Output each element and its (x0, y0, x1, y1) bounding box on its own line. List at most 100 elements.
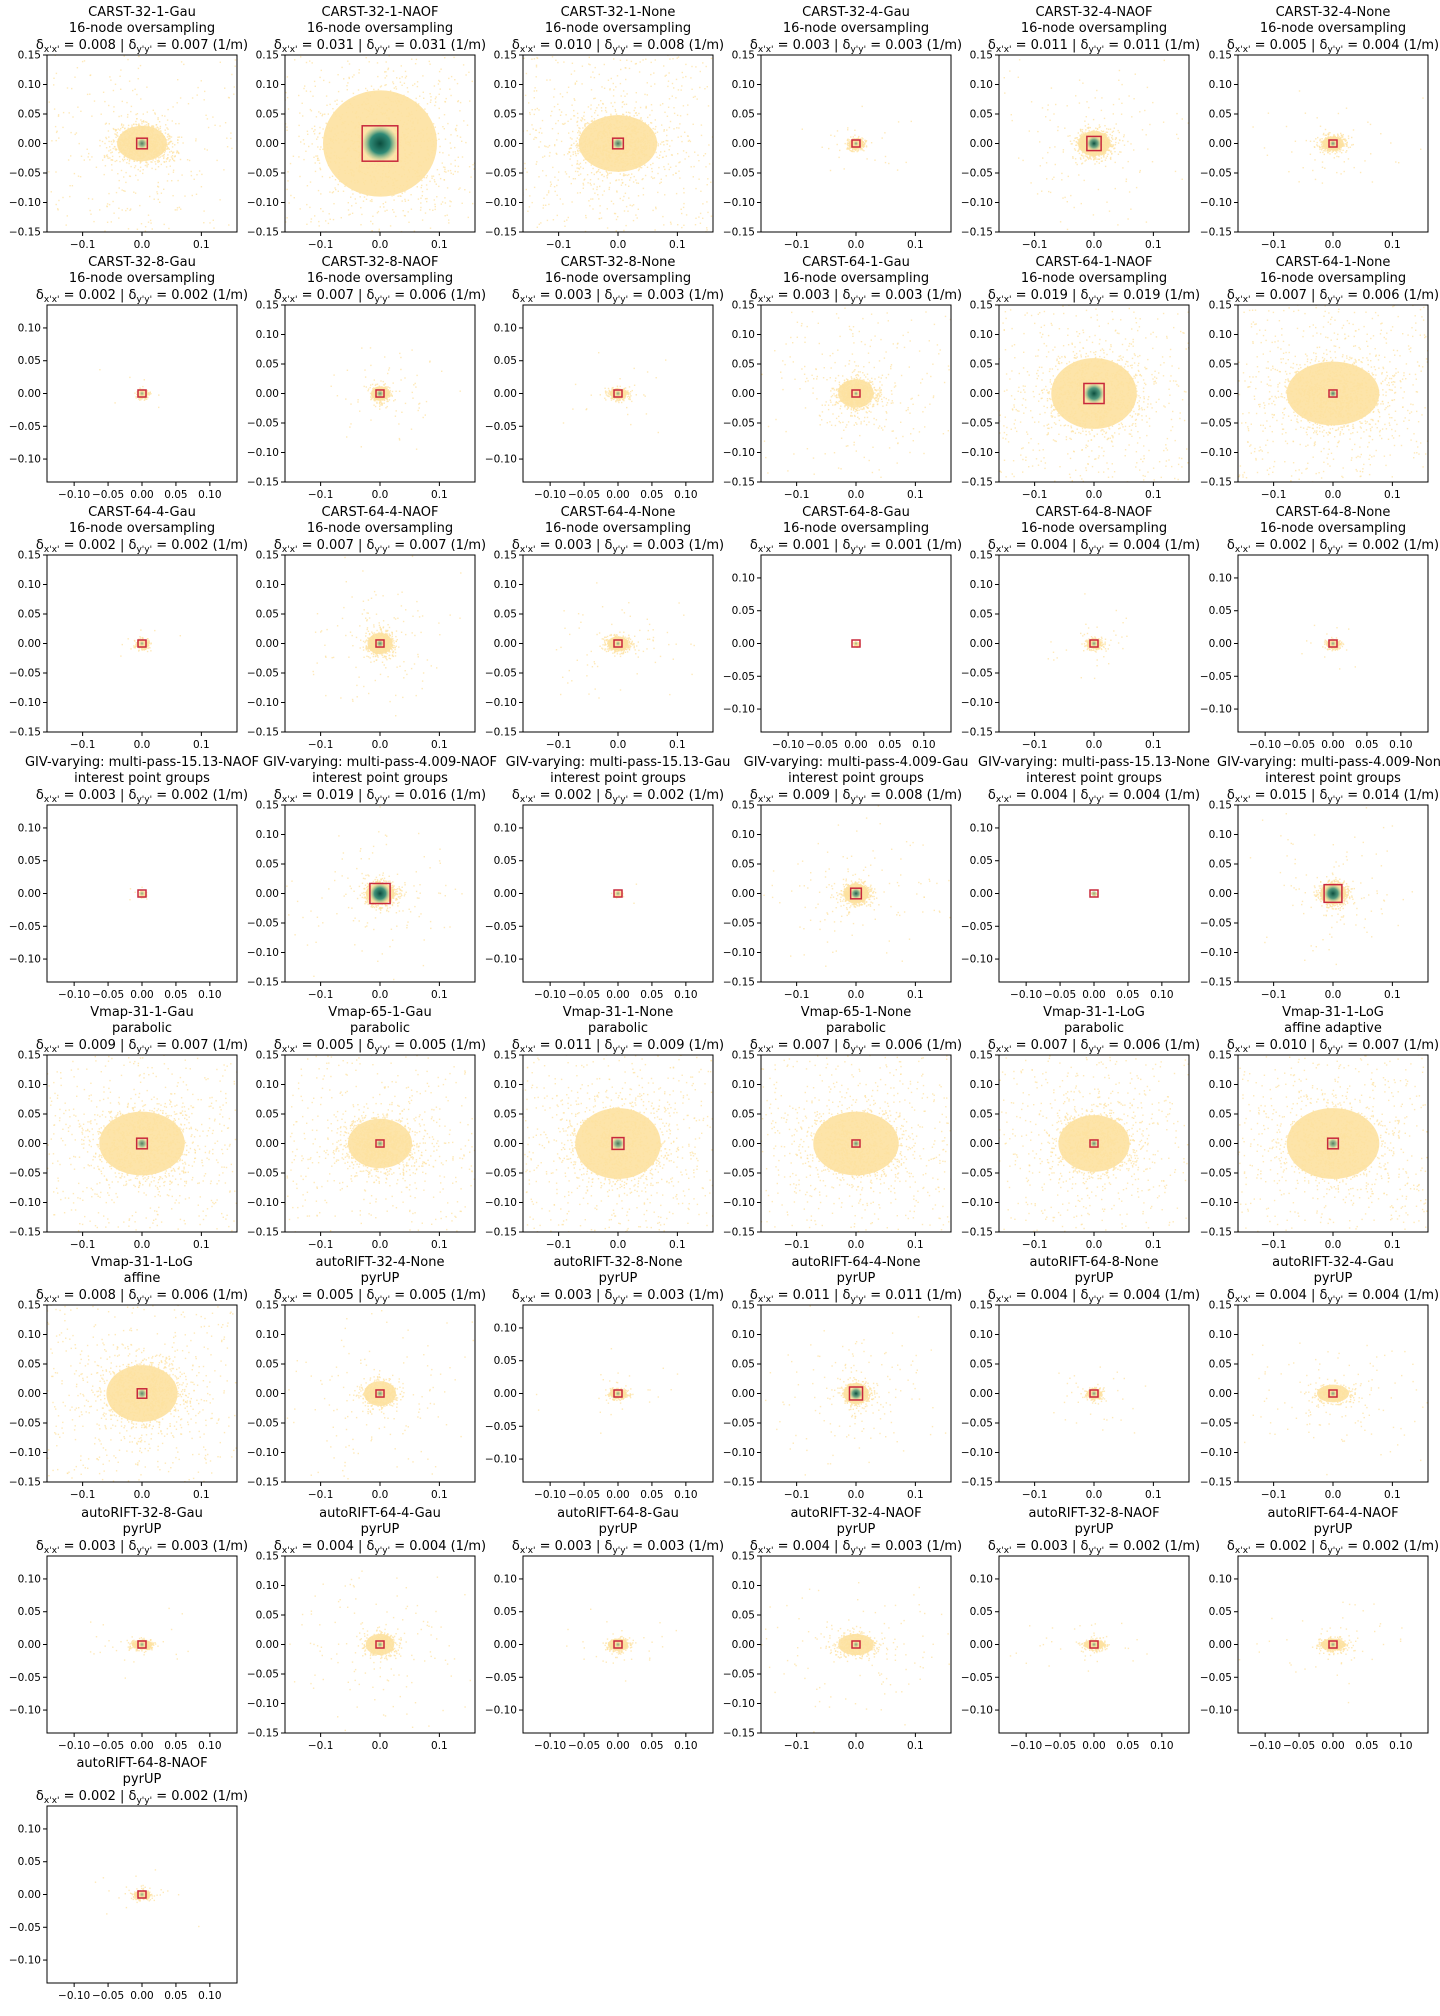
data-point (574, 83, 576, 85)
data-point (690, 166, 692, 168)
data-point (113, 212, 115, 214)
data-point (419, 95, 421, 97)
data-point (597, 114, 599, 116)
data-point (114, 130, 117, 132)
data-point (555, 152, 557, 155)
data-point (543, 197, 545, 199)
data-point (444, 100, 446, 103)
data-point (577, 145, 579, 147)
data-point (533, 186, 536, 189)
data-point (580, 119, 582, 121)
data-point (642, 178, 644, 180)
data-point (156, 193, 159, 195)
data-point (343, 78, 345, 80)
data-point (387, 68, 389, 71)
data-point (113, 128, 115, 131)
data-point (615, 218, 618, 221)
data-point (524, 162, 526, 165)
data-point (426, 175, 428, 177)
data-point (139, 204, 141, 207)
data-point (567, 153, 569, 155)
data-point (672, 174, 674, 176)
data-point (80, 155, 83, 157)
data-point (859, 137, 861, 140)
data-point (120, 115, 123, 117)
data-point (91, 156, 93, 158)
data-point (167, 108, 169, 111)
data-point (864, 142, 866, 144)
data-point (151, 228, 153, 230)
data-point (683, 192, 685, 194)
data-point (572, 130, 574, 133)
sigma-box (135, 137, 149, 150)
data-point (305, 61, 308, 64)
data-point (861, 137, 863, 139)
data-point (654, 132, 657, 134)
data-point (836, 130, 839, 132)
data-point (422, 91, 424, 93)
data-point (171, 142, 174, 145)
data-point (231, 73, 233, 76)
data-point (136, 113, 139, 115)
data-point (315, 155, 317, 157)
data-point (462, 64, 465, 66)
data-point (636, 217, 638, 219)
data-point (316, 155, 319, 157)
data-point (669, 166, 672, 168)
data-point (119, 151, 121, 153)
data-point (371, 198, 373, 201)
data-point (705, 65, 707, 68)
data-point (219, 61, 221, 63)
data-point (329, 191, 331, 193)
data-point (173, 151, 175, 153)
panel-subtitle: 16-node oversampling (69, 21, 215, 36)
y-tick-label: 0.00 (256, 138, 279, 150)
data-point (666, 134, 668, 137)
data-point (333, 203, 335, 205)
data-point (433, 85, 436, 87)
data-point (434, 208, 436, 211)
data-point (634, 63, 637, 65)
data-point (700, 134, 703, 137)
data-point (159, 127, 161, 130)
data-point (180, 61, 183, 63)
data-point (166, 145, 168, 148)
center-density (136, 138, 148, 149)
data-point (108, 203, 111, 206)
data-point (596, 107, 598, 109)
data-point (605, 111, 608, 113)
data-point (706, 86, 708, 88)
data-point (625, 78, 627, 81)
data-point (657, 191, 659, 194)
data-point (434, 126, 436, 128)
data-point (631, 173, 633, 175)
data-point (1147, 148, 1149, 150)
panel-subtitle: 16-node oversampling (1021, 21, 1167, 36)
data-point (590, 76, 592, 78)
data-point (655, 206, 657, 208)
data-point (129, 175, 132, 178)
data-point (105, 136, 107, 139)
data-point (165, 124, 167, 126)
data-point (78, 142, 80, 145)
data-point (638, 71, 641, 73)
data-point (622, 199, 624, 202)
data-point (568, 151, 570, 154)
data-point (135, 123, 137, 125)
data-point (459, 136, 462, 138)
x-tick-label: 0.0 (610, 239, 627, 251)
data-point (529, 133, 531, 135)
data-point (163, 161, 165, 163)
y-tick-label: 0.05 (494, 109, 517, 121)
data-point (174, 209, 176, 211)
data-point (135, 174, 137, 177)
data-point (136, 93, 138, 96)
data-point (1114, 144, 1117, 146)
data-point (137, 179, 139, 181)
data-point (124, 190, 126, 192)
data-point (848, 145, 850, 147)
data-point (117, 128, 119, 130)
data-point (590, 184, 592, 186)
data-point (590, 198, 592, 200)
